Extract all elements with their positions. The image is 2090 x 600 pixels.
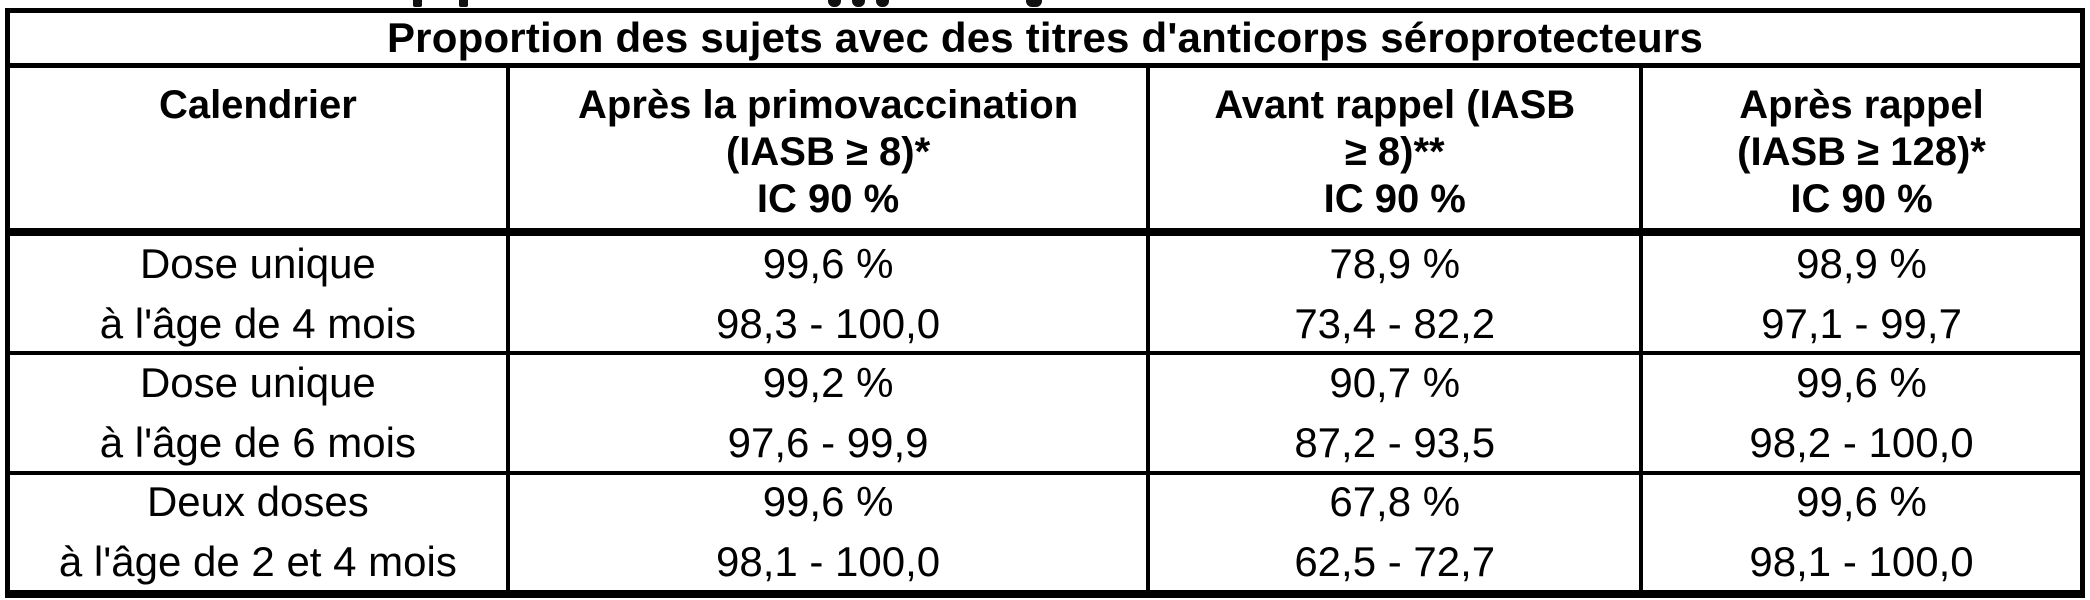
col-header-apres-primovaccination: Après la primovaccination (IASB ≥ 8)* IC… (505, 68, 1147, 228)
col-header-label: Après rappel (IASB ≥ 128)* (1737, 83, 1986, 174)
cell-after-booster: 99,6 % 98,2 - 100,0 (1639, 355, 2080, 471)
ci-label: IC 90 % (1790, 177, 1933, 221)
col-header-label: Calendrier (158, 83, 357, 127)
cell-schedule: Dose unique à l'âge de 6 mois (99, 358, 416, 466)
col-header-label: Avant rappel (IASB ≥ 8)** (1214, 83, 1576, 174)
cell-after-primary: 99,6 % 98,3 - 100,0 (505, 236, 1147, 352)
cell-schedule: Deux doses à l'âge de 2 et 4 mois (58, 478, 457, 586)
table-title: Proportion des sujets avec des titres d'… (10, 13, 2080, 68)
cell-after-primary: 99,2 % 97,6 - 99,9 (505, 355, 1147, 471)
col-header-apres-rappel: Après rappel (IASB ≥ 128)* IC 90 % (1639, 68, 2080, 228)
cell-before-booster: 90,7 % 87,2 - 93,5 (1146, 355, 1639, 471)
cropped-glyph-mark (1026, 0, 1042, 7)
cropped-glyph-mark (828, 0, 841, 7)
col-header-avant-rappel: Avant rappel (IASB ≥ 8)** IC 90 % (1146, 68, 1639, 228)
cell-after-primary: 99,6 % 98,1 - 100,0 (505, 474, 1147, 590)
seroprotection-table: Proportion des sujets avec des titres d'… (5, 8, 2085, 598)
col-header-calendrier: Calendrier (10, 68, 506, 228)
cropped-glyph-mark (876, 0, 889, 7)
cell-before-booster: 78,9 % 73,4 - 82,2 (1146, 236, 1639, 352)
cell-schedule: Dose unique à l'âge de 4 mois (99, 239, 416, 347)
cropped-glyph-mark (413, 0, 422, 7)
cell-after-booster: 99,6 % 98,1 - 100,0 (1639, 474, 2080, 590)
ci-label: IC 90 % (1323, 177, 1466, 221)
table-row: Deux doses à l'âge de 2 et 4 mois 99,6 %… (10, 474, 2080, 590)
cropped-text-fragment (0, 0, 2090, 8)
table-row: Dose unique à l'âge de 4 mois 99,6 % 98,… (10, 236, 2080, 356)
col-header-label: Après la primovaccination (IASB ≥ 8)* (578, 83, 1079, 174)
cropped-glyph-mark (852, 0, 865, 7)
cell-before-booster: 67,8 % 62,5 - 72,7 (1146, 474, 1639, 590)
table-header-row: Calendrier Après la primovaccination (IA… (10, 68, 2080, 236)
cell-after-booster: 98,9 % 97,1 - 99,7 (1639, 236, 2080, 352)
ci-label: IC 90 % (756, 177, 900, 221)
table-row: Dose unique à l'âge de 6 mois 99,2 % 97,… (10, 355, 2080, 475)
cropped-glyph-mark (459, 0, 468, 7)
